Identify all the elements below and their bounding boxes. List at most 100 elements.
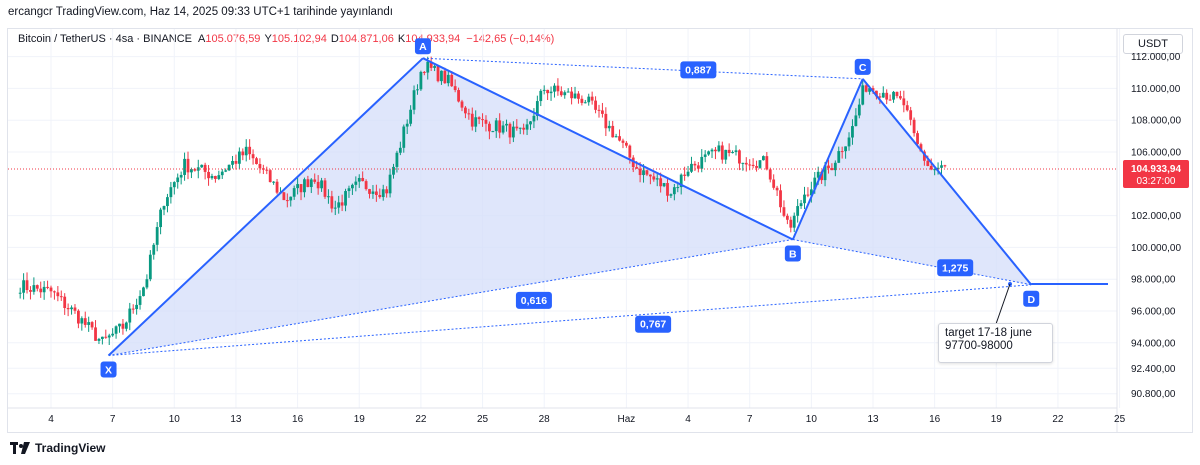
x-axis[interactable]: 4 7 10 13 16 19 22 25 28 Haz 4 7 10 13 16 19 22 25	[48, 414, 1125, 425]
candle-body	[655, 178, 659, 180]
candle-body	[272, 181, 276, 183]
ratio-value: 0,616	[521, 295, 547, 307]
currency-button[interactable]: USDT	[1123, 34, 1183, 54]
candle-body	[426, 61, 430, 73]
candle-body	[66, 307, 70, 310]
candle-body	[724, 149, 728, 160]
candle-body	[813, 177, 817, 190]
candle-body	[416, 89, 419, 91]
annotation-pointer	[995, 283, 1011, 325]
candle-body	[703, 154, 707, 157]
candle-body	[309, 179, 313, 188]
candle-body	[505, 123, 508, 126]
candle-body	[871, 88, 875, 91]
candle-body	[926, 160, 930, 166]
candle-body	[73, 307, 77, 311]
leg-cd	[861, 78, 1033, 286]
candle-body	[618, 136, 621, 141]
bar-countdown: 03:27:00	[1137, 176, 1176, 187]
candle-body	[385, 189, 389, 194]
candle-body	[905, 105, 909, 111]
target-line-1: target 17-18 june	[945, 327, 1032, 339]
candle-body	[840, 151, 844, 153]
candle-body	[49, 287, 53, 292]
candle-body	[566, 91, 570, 93]
candle-body	[844, 146, 847, 152]
candle-body	[351, 184, 354, 189]
candle-body	[556, 85, 560, 92]
candle-body	[909, 110, 913, 120]
candle-body	[368, 189, 371, 194]
candle-body	[80, 318, 84, 324]
candle-body	[231, 160, 234, 165]
candle-body	[511, 126, 515, 138]
candle-body	[203, 164, 207, 172]
x-tick-label: 19	[991, 414, 1003, 425]
candle-body	[881, 92, 885, 98]
candle-body	[299, 184, 303, 193]
point-label: X	[105, 365, 112, 377]
candle-body	[525, 124, 529, 130]
y-axis[interactable]: 112.000,00 110.000,00 108.000,00 106.000,00…	[1123, 52, 1189, 400]
candle-body	[457, 90, 460, 102]
tradingview-brand[interactable]: TradingView	[10, 441, 105, 455]
candle-body	[518, 127, 522, 129]
candle-body	[683, 174, 687, 176]
candle-body	[772, 179, 776, 188]
candle-body	[642, 170, 645, 176]
candle-body	[436, 66, 440, 82]
candle-body	[104, 336, 108, 338]
candle-body	[559, 91, 563, 96]
candle-body	[796, 206, 800, 216]
target-annotation[interactable]: target 17-18 june 97700-98000	[938, 323, 1053, 363]
candle-body	[755, 166, 758, 168]
candle-body	[176, 177, 180, 183]
x-tick-label: 22	[415, 414, 427, 425]
candle-body	[731, 152, 734, 154]
candle-body	[686, 171, 690, 176]
candle-body	[183, 158, 186, 175]
candle-body	[234, 160, 238, 164]
symbol-name[interactable]: Bitcoin / TetherUS · 4sa · BINANCE	[18, 33, 193, 45]
candle-body	[885, 92, 889, 100]
candle-body	[484, 119, 488, 124]
candle-body	[546, 89, 550, 94]
x-tick-label: 13	[230, 414, 242, 425]
candle-body	[118, 323, 121, 327]
candle-body	[539, 90, 543, 102]
candle-body	[357, 177, 361, 182]
candle-body	[128, 308, 132, 323]
candle-body	[563, 92, 567, 96]
candle-body	[899, 96, 902, 99]
candle-body	[590, 96, 594, 101]
pattern-point-d: D	[1023, 290, 1040, 307]
candle-body	[570, 91, 573, 99]
candle-body	[53, 291, 56, 293]
candle-body	[388, 174, 392, 194]
change-value: −142,65 (−0,14%)	[466, 33, 555, 45]
candle-body	[857, 104, 861, 116]
candle-body	[446, 74, 450, 84]
candle-body	[809, 189, 813, 196]
candle-body	[549, 91, 553, 94]
candle-body	[333, 207, 337, 209]
candle-body	[700, 156, 704, 169]
candle-body	[381, 189, 385, 198]
candle-body	[97, 338, 101, 341]
candle-body	[313, 179, 317, 182]
leg-bc	[791, 78, 864, 240]
candle-body	[405, 123, 409, 127]
candle-body	[18, 292, 22, 294]
candle-body	[645, 170, 649, 175]
candle-body	[282, 192, 286, 201]
candle-body	[155, 227, 159, 245]
candle-body	[289, 196, 293, 201]
candle-body	[741, 162, 745, 164]
candle-body	[597, 109, 601, 111]
ratio-box	[515, 291, 552, 309]
high-value: 105.102,94	[271, 33, 327, 45]
x-tick-label: 10	[169, 414, 181, 425]
pattern-lines	[107, 57, 1108, 357]
candle-body	[193, 169, 197, 171]
